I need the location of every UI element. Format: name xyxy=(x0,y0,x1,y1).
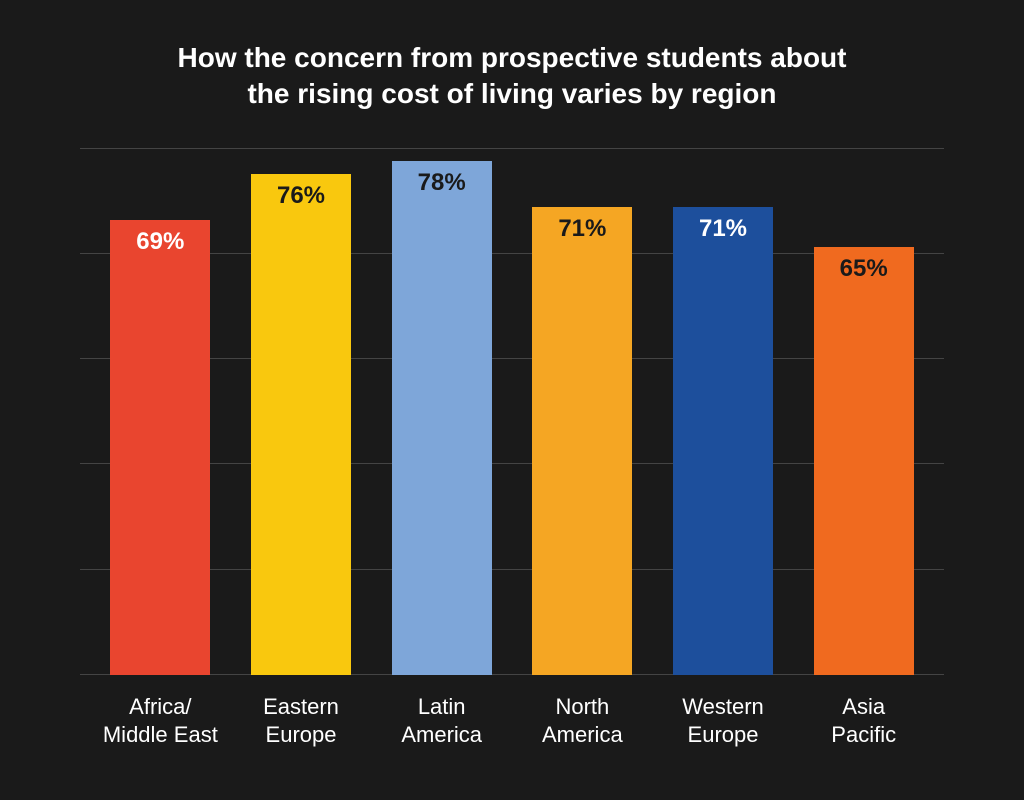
bar: 69% xyxy=(110,220,210,675)
x-axis-label: North America xyxy=(512,693,653,750)
x-axis-label: Africa/ Middle East xyxy=(90,693,231,750)
bar-value-label: 65% xyxy=(814,255,914,283)
bars-row: 69% 76% 78% 71% 71% 65% xyxy=(80,148,944,675)
bar-slot: 78% xyxy=(371,148,512,675)
bar-slot: 69% xyxy=(90,148,231,675)
bar-slot: 76% xyxy=(231,148,372,675)
bar: 71% xyxy=(532,207,632,675)
bar-slot: 71% xyxy=(512,148,653,675)
bar-slot: 65% xyxy=(793,148,934,675)
grid-and-bars: 69% 76% 78% 71% 71% 65% xyxy=(80,148,944,675)
bar-slot: 71% xyxy=(653,148,794,675)
bar: 65% xyxy=(814,247,914,675)
bar: 78% xyxy=(392,161,492,675)
bar-value-label: 76% xyxy=(251,182,351,210)
chart-container: How the concern from prospective student… xyxy=(0,0,1024,800)
bar-value-label: 71% xyxy=(532,215,632,243)
x-axis-label: Eastern Europe xyxy=(231,693,372,750)
x-axis-label: Western Europe xyxy=(653,693,794,750)
x-axis-labels: Africa/ Middle EastEastern EuropeLatin A… xyxy=(80,693,944,750)
x-axis-label: Latin America xyxy=(371,693,512,750)
bar-value-label: 71% xyxy=(673,215,773,243)
x-axis-label: Asia Pacific xyxy=(793,693,934,750)
plot-area: 69% 76% 78% 71% 71% 65% Africa/ Middle EastEa… xyxy=(60,148,964,750)
bar-value-label: 69% xyxy=(110,228,210,256)
bar: 71% xyxy=(673,207,773,675)
bar-value-label: 78% xyxy=(392,169,492,197)
chart-title: How the concern from prospective student… xyxy=(60,40,964,113)
bar: 76% xyxy=(251,174,351,675)
